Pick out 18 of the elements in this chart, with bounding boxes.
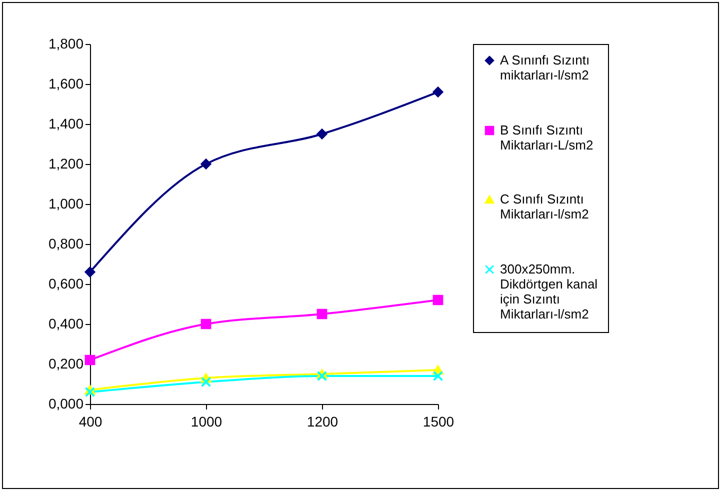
x-tick-label: 1000: [190, 414, 222, 430]
legend-label: B Sınıfı Sızıntı Miktarları-L/sm2: [500, 122, 594, 152]
legend-label: A Sınınfı Sızıntı miktarları-l/sm2: [500, 52, 590, 82]
y-tick-label: 0,000: [48, 396, 84, 412]
x-tick-label: 400: [78, 414, 102, 430]
y-tick-label: 1,000: [48, 196, 84, 212]
x-tick-label: 1500: [422, 414, 454, 430]
y-tick-label: 1,600: [48, 76, 84, 92]
x-tick-label: 1200: [306, 414, 338, 430]
y-tick-label: 0,600: [48, 276, 84, 292]
y-tick-label: 0,400: [48, 316, 84, 332]
y-tick-label: 1,200: [48, 156, 84, 172]
legend-label: 300x250mm. Dikdörtgen kanal için Sızıntı Miktarları-l/sm2: [500, 262, 598, 322]
y-tick-label: 1,800: [48, 36, 84, 52]
y-tick-label: 0,200: [48, 356, 84, 372]
y-tick-label: 0,800: [48, 236, 84, 252]
y-tick-label: 1,400: [48, 116, 84, 132]
legend-label: C Sınıfı Sızıntı Miktarları-l/sm2: [500, 192, 589, 222]
